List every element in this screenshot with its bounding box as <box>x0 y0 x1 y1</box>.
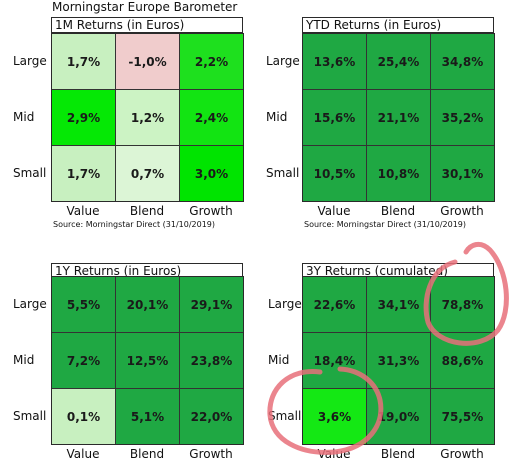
chart-title: Morningstar Europe Barometer <box>52 0 238 14</box>
heatmap-cell: 75,5% <box>430 388 495 445</box>
column-label: Value <box>66 204 100 218</box>
row-label: Mid <box>13 110 35 124</box>
row-label: Mid <box>13 353 35 367</box>
row-label: Large <box>13 54 47 68</box>
heatmap-cell: 1,7% <box>51 145 116 202</box>
column-label: Growth <box>189 204 233 218</box>
heatmap-cell: 23,8% <box>179 332 244 389</box>
heatmap-cell: 21,1% <box>366 89 431 146</box>
row-label: Large <box>13 297 47 311</box>
column-label: Growth <box>440 204 484 218</box>
row-label: Large <box>266 54 300 68</box>
heatmap-cell: 5,5% <box>51 276 116 333</box>
column-label: Value <box>317 204 351 218</box>
heatmap-cell: 3,0% <box>179 145 244 202</box>
panel-frame <box>51 33 244 202</box>
heatmap-cell: 22,6% <box>302 276 367 333</box>
row-label: Small <box>266 166 300 180</box>
source-note: Source: Morningstar Direct (31/10/2019) <box>304 220 466 229</box>
heatmap-cell: 2,2% <box>179 33 244 90</box>
column-label: Blend <box>380 204 416 218</box>
heatmap-cell: 5,1% <box>115 388 180 445</box>
panel-frame <box>302 33 495 202</box>
panel-frame <box>302 276 495 445</box>
heatmap-cell: 1,7% <box>51 33 116 90</box>
row-label: Small <box>13 409 47 423</box>
panel-subtitle: YTD Returns (in Euros) <box>302 17 494 33</box>
row-label: Mid <box>266 110 288 124</box>
heatmap-cell: 10,8% <box>366 145 431 202</box>
heatmap-cell: 22,0% <box>179 388 244 445</box>
heatmap-cell: 25,4% <box>366 33 431 90</box>
heatmap-cell: 13,6% <box>302 33 367 90</box>
heatmap-cell: 0,1% <box>51 388 116 445</box>
column-label: Growth <box>440 447 484 461</box>
heatmap-cell: 30,1% <box>430 145 495 202</box>
heatmap-cell: 34,8% <box>430 33 495 90</box>
row-label: Small <box>13 166 47 180</box>
heatmap-cell: 1,2% <box>115 89 180 146</box>
column-label: Value <box>317 447 351 461</box>
heatmap-cell: 20,1% <box>115 276 180 333</box>
heatmap-cell: 10,5% <box>302 145 367 202</box>
panel-subtitle: 1M Returns (in Euros) <box>51 17 243 33</box>
column-label: Growth <box>189 447 233 461</box>
heatmap-cell: 0,7% <box>115 145 180 202</box>
row-label: Mid <box>268 353 290 367</box>
column-label: Blend <box>380 447 416 461</box>
heatmap-cell: 15,6% <box>302 89 367 146</box>
row-label: Small <box>268 409 302 423</box>
source-note: Source: Morningstar Direct (31/10/2019) <box>53 220 215 229</box>
column-label: Blend <box>129 447 165 461</box>
panel-frame <box>51 276 244 445</box>
column-label: Value <box>66 447 100 461</box>
row-label: Large <box>268 297 302 311</box>
column-label: Blend <box>129 204 165 218</box>
